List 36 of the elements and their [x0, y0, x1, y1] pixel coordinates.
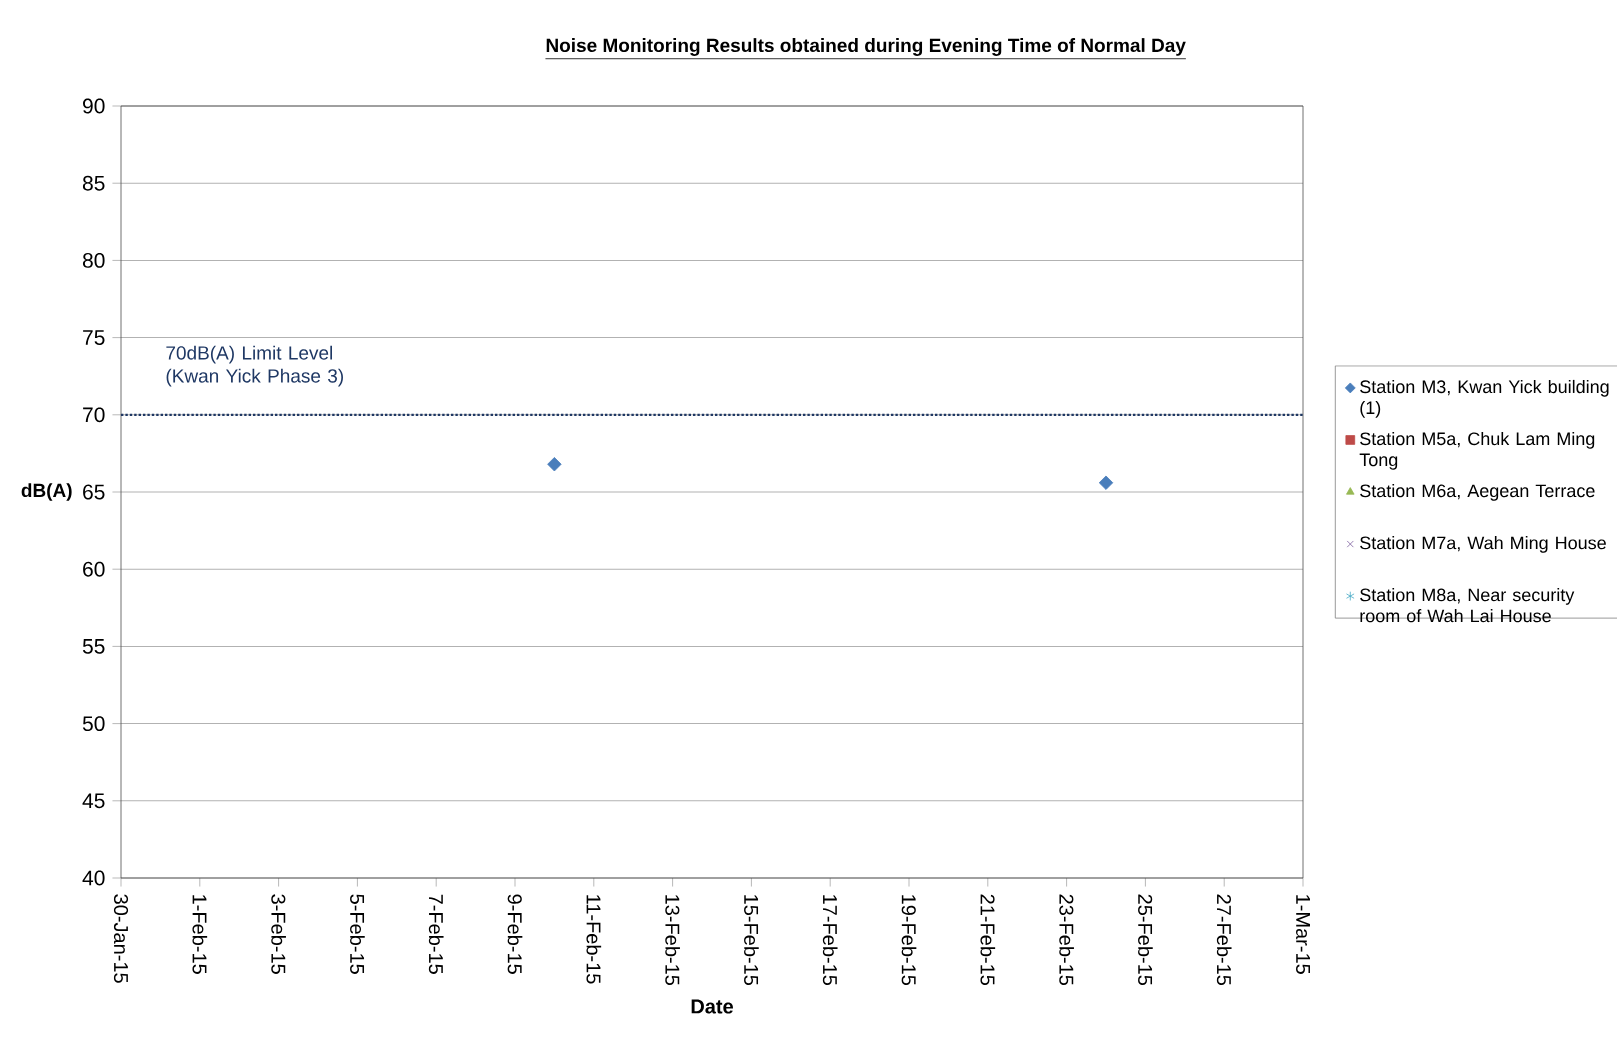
x-tick-label: 7-Feb-15 — [428, 894, 444, 974]
y-tick-label: 75 — [83, 330, 105, 345]
legend-label: Station M6a, Aegean Terrace — [1360, 483, 1595, 501]
y-tick-label: 40 — [82, 870, 105, 886]
y-tick-label: 70 — [83, 407, 105, 423]
x-tick-label: 13-Feb-15 — [665, 895, 680, 986]
x-tick-label: 21-Feb-15 — [980, 894, 996, 986]
y-tick-label: 45 — [82, 793, 105, 809]
chart-title: Noise Monitoring Results obtained during Evening Time of Normal Day — [546, 38, 1186, 56]
legend-label: Station M8a, Near security room of Wah Lai House — [1360, 588, 1575, 623]
x-tick-label: 11-Feb-15 — [586, 895, 602, 984]
x-tick-label: 17-Feb-15 — [822, 895, 838, 986]
y-tick-label: 60 — [83, 561, 105, 577]
y-tick-label: 65 — [83, 484, 105, 500]
x-tick-label: 30-Jan-15 — [113, 894, 129, 983]
ref-line-label: 70dB(A) Limit Level (Kwan Yick Phase 3) — [166, 345, 343, 387]
x-axis-title: Date — [691, 999, 733, 1014]
y-tick-label: 55 — [82, 639, 105, 654]
y-tick-label: 50 — [82, 716, 105, 732]
y-tick-label: 85 — [82, 175, 105, 191]
x-tick-label: 23-Feb-15 — [1059, 894, 1074, 986]
x-tick-label: 5-Feb-15 — [350, 894, 365, 974]
x-tick-label: 19-Feb-15 — [901, 895, 917, 986]
x-tick-label: 25-Feb-15 — [1138, 894, 1153, 986]
x-tick-label: 9-Feb-15 — [507, 894, 523, 974]
x-tick-label: 3-Feb-15 — [271, 894, 286, 974]
x-tick-label: 1-Feb-15 — [192, 895, 208, 974]
y-tick-label: 80 — [82, 252, 105, 268]
y-tick-label: 90 — [83, 98, 105, 114]
x-tick-label: 15-Feb-15 — [744, 895, 759, 986]
legend-label: Station M7a, Wah Ming House — [1360, 536, 1606, 553]
legend-label: Station M5a, Chuk Lam Ming Tong — [1359, 431, 1595, 470]
y-axis-title: dB(A) — [21, 483, 72, 501]
x-tick-label: 1-Mar-15 — [1296, 895, 1310, 974]
x-tick-label: 27-Feb-15 — [1216, 894, 1232, 986]
legend-label: Station M3, Kwan Yick building (1) — [1360, 379, 1609, 418]
